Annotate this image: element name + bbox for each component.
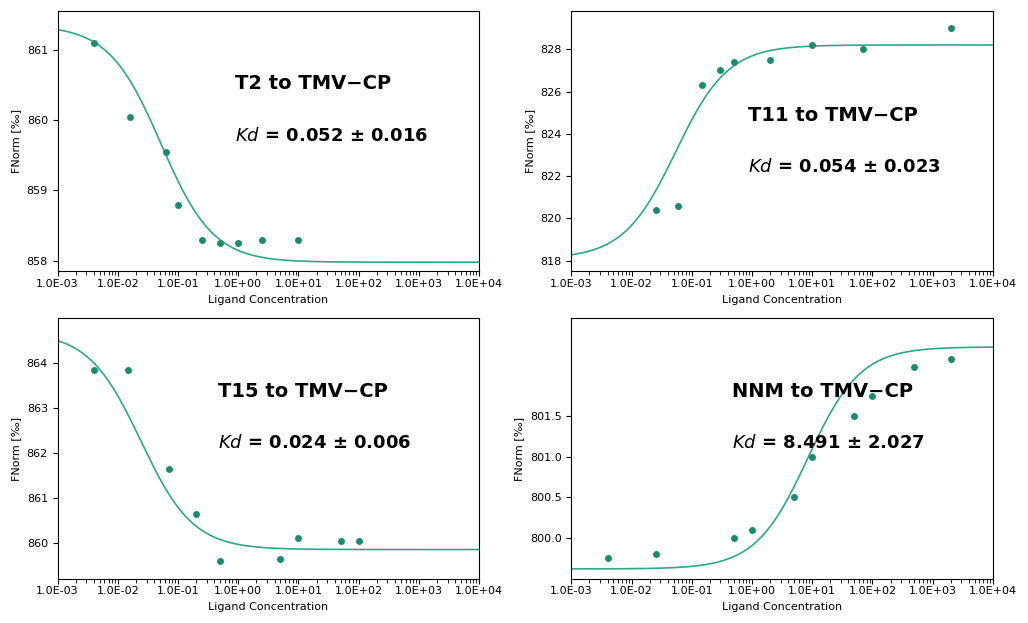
Point (212, 556, 228, 566)
Point (272, 553, 289, 563)
Point (943, 23, 959, 33)
Point (160, 464, 177, 473)
Point (648, 205, 664, 215)
Point (230, 238, 247, 248)
Point (726, 533, 742, 543)
Text: T15 to TMV−CP: T15 to TMV−CP (218, 382, 388, 401)
Point (212, 238, 228, 248)
Point (804, 452, 820, 462)
Point (762, 55, 778, 65)
Y-axis label: FNorm [‰]: FNorm [‰] (11, 109, 22, 173)
Point (157, 147, 174, 157)
Point (694, 80, 710, 90)
Point (712, 65, 729, 75)
Text: T11 to TMV−CP: T11 to TMV−CP (748, 106, 918, 125)
Point (351, 536, 367, 546)
Text: $\mathit{K}$$\mathit{d}$ = 0.052 ± 0.016: $\mathit{K}$$\mathit{d}$ = 0.052 ± 0.016 (234, 127, 428, 145)
X-axis label: Ligand Concentration: Ligand Concentration (209, 602, 329, 612)
Point (907, 362, 923, 372)
Point (726, 57, 742, 67)
Point (170, 199, 186, 209)
Point (743, 525, 760, 535)
Y-axis label: FNorm [‰]: FNorm [‰] (524, 109, 535, 173)
Point (290, 235, 306, 245)
Point (290, 533, 306, 543)
Point (332, 536, 348, 546)
X-axis label: Ligand Concentration: Ligand Concentration (722, 295, 842, 305)
Point (120, 365, 137, 375)
X-axis label: Ligand Concentration: Ligand Concentration (722, 602, 842, 612)
Text: T2 to TMV−CP: T2 to TMV−CP (234, 75, 391, 93)
Point (804, 40, 820, 50)
Y-axis label: FNorm [‰]: FNorm [‰] (11, 417, 22, 480)
Text: $\mathit{K}$$\mathit{d}$ = 8.491 ± 2.027: $\mathit{K}$$\mathit{d}$ = 8.491 ± 2.027 (732, 434, 924, 452)
Point (648, 549, 664, 559)
Point (846, 411, 862, 421)
Text: $\mathit{K}$$\mathit{d}$ = 0.024 ± 0.006: $\mathit{K}$$\mathit{d}$ = 0.024 ± 0.006 (218, 434, 411, 452)
Point (194, 235, 211, 245)
Point (85, 365, 102, 375)
Point (785, 492, 802, 502)
Point (865, 391, 881, 401)
Point (254, 235, 270, 245)
Point (122, 112, 139, 121)
X-axis label: Ligand Concentration: Ligand Concentration (209, 295, 329, 305)
Point (670, 201, 687, 211)
Y-axis label: FNorm [‰]: FNorm [‰] (514, 417, 524, 480)
Point (85, 38, 102, 48)
Point (855, 44, 872, 54)
Point (599, 553, 616, 563)
Text: $\mathit{K}$$\mathit{d}$ = 0.054 ± 0.023: $\mathit{K}$$\mathit{d}$ = 0.054 ± 0.023 (748, 158, 942, 176)
Point (188, 508, 205, 518)
Text: NNM to TMV−CP: NNM to TMV−CP (732, 382, 913, 401)
Point (943, 354, 959, 364)
